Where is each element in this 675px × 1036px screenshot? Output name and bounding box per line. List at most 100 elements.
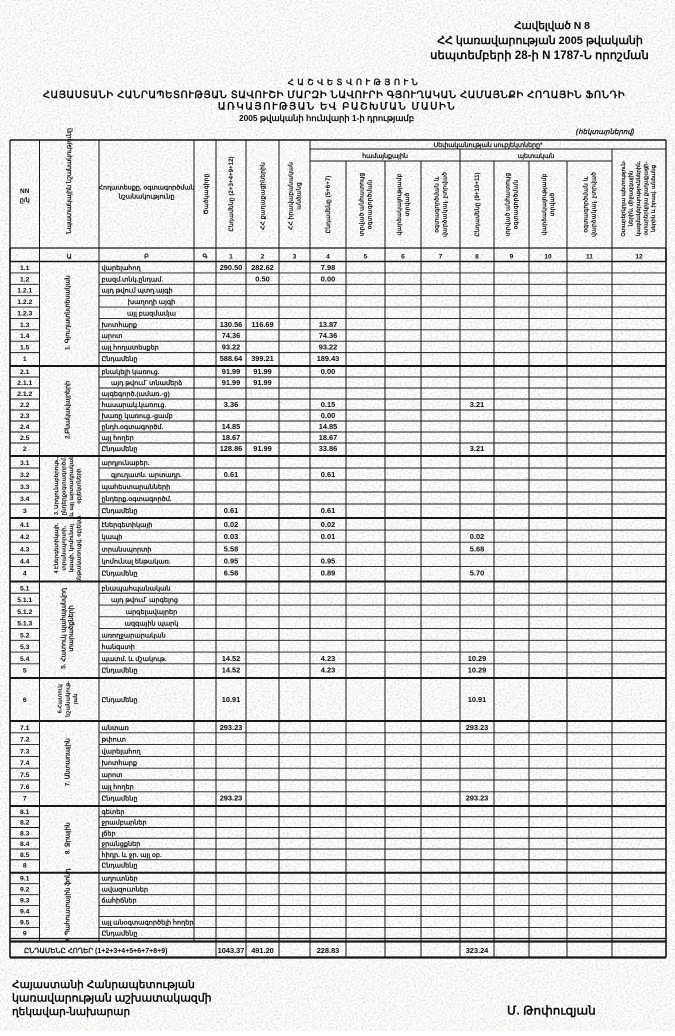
svg-text:10.29: 10.29 [468, 666, 487, 675]
svg-text:խաղողի այգի: խաղողի այգի [128, 298, 175, 306]
svg-text:5.1: 5.1 [20, 585, 30, 592]
svg-text:3. Արդյունաբերութ.,: 3. Արդյունաբերութ., [53, 457, 60, 516]
svg-text:0.89: 0.89 [321, 569, 335, 578]
svg-text:օգտագործման և: օգտագործման և [433, 175, 440, 232]
svg-text:2005 թվականի հունվարի 1-ի դրու: 2005 թվականի հունվարի 1-ի դրությամբ [239, 113, 414, 123]
svg-text:Ընդամենը: Ընդամենը [102, 862, 138, 870]
svg-text:Հավելված N 8: Հավելված N 8 [514, 21, 590, 32]
svg-text:օբյեկտների: օբյեկտների [76, 468, 83, 504]
svg-text:խոտհարք: խոտհարք [102, 758, 138, 767]
svg-text:կապի: կապի [102, 533, 123, 541]
svg-text:գյուղատն. արտադր.: գյուղատն. արտադր. [111, 471, 182, 479]
svg-text:արգելավայրեր: արգելավայրեր [126, 608, 178, 616]
svg-text:թփուտ: թփուտ [102, 736, 127, 744]
svg-text:290.50: 290.50 [220, 263, 243, 272]
svg-text:վարձակալ. չտրված: վարձակալ. չտրված [591, 172, 598, 237]
svg-text:հանգստի: հանգստի [102, 642, 135, 651]
svg-text:293.23: 293.23 [466, 723, 489, 732]
svg-text:պետական: պետական [518, 153, 555, 160]
svg-text:Բ: Բ [144, 252, 149, 260]
svg-text:0.00: 0.00 [321, 367, 335, 376]
svg-text:491.20: 491.20 [251, 946, 274, 955]
svg-text:կառավարության աշխատակազմի: կառավարության աշխատակազմի [12, 993, 212, 1005]
svg-text:Ընդամենը (9+10+11): Ընդամենը (9+10+11) [474, 172, 481, 236]
svg-text:3.21: 3.21 [470, 444, 484, 453]
svg-text:282.62: 282.62 [251, 263, 274, 272]
svg-text:Մ. Թոփուզյան: Մ. Թոփուզյան [507, 1004, 596, 1018]
svg-text:5.58: 5.58 [224, 544, 238, 553]
svg-text:այդ թվում` տնամերձ: այդ թվում` տնամերձ [111, 379, 182, 387]
svg-text:14.85: 14.85 [222, 422, 241, 431]
svg-text:3.3: 3.3 [20, 484, 30, 491]
svg-text:5.1.3: 5.1.3 [17, 621, 32, 628]
svg-text:Ընդամենը: Ընդամենը [102, 355, 138, 363]
svg-text:և այլ արտադրական: և այլ արտադրական [68, 455, 75, 517]
svg-text:0.03: 0.03 [224, 532, 238, 541]
svg-text:արոտ: արոտ [102, 772, 124, 779]
svg-text:այդ թվում` արգելոց: այդ թվում` արգելոց [111, 596, 178, 604]
svg-text:Սեփականության սուբյեկտները*: Սեփականության սուբյեկտները* [434, 142, 543, 149]
svg-text:14.52: 14.52 [222, 666, 241, 675]
svg-text:91.99: 91.99 [253, 367, 272, 376]
svg-text:7.6: 7.6 [20, 784, 30, 791]
svg-text:ջրանցքներ: ջրանցքներ [102, 840, 141, 848]
svg-text:399.21: 399.21 [251, 354, 274, 363]
svg-text:ջրամբարներ: ջրամբարներ [102, 819, 147, 827]
svg-text:116.69: 116.69 [251, 320, 273, 329]
svg-text:0.01: 0.01 [321, 532, 335, 541]
svg-text:անձանց: անձանց [296, 182, 303, 210]
svg-text:արդյունաբեր.: արդյունաբեր. [102, 459, 150, 467]
svg-text:Օտարերկրյա պետություն-: Օտարերկրյա պետություն- [620, 160, 627, 236]
svg-text:1.2.3: 1.2.3 [17, 310, 32, 317]
svg-text:91.99: 91.99 [253, 378, 272, 387]
svg-text:այլ անօգտագործելի հողեր: այլ անօգտագործելի հողեր [102, 918, 194, 927]
svg-text:1.3: 1.3 [20, 322, 30, 329]
svg-text:Հողատեսքը, օգտագործման: Հողատեսքը, օգտագործման [98, 185, 194, 192]
svg-text:14.52: 14.52 [222, 654, 241, 663]
svg-text:ԱՌԿԱՅՈՒԹՅԱՆ ԵՎ ԲԱՇԽՄԱՆ ՄԱՍԻՆ: ԱՌԿԱՅՈՒԹՅԱՆ ԵՎ ԲԱՇԽՄԱՆ ՄԱՍԻՆ [218, 102, 456, 113]
svg-text:պատմ. և մշակութ.: պատմ. և մշակութ. [102, 655, 167, 663]
svg-text:Ընդամենը: Ընդամենը [102, 795, 138, 803]
svg-text:ճահիճներ: ճահիճներ [102, 896, 137, 905]
svg-text:էներգետիկայի: էներգետիկայի [102, 521, 153, 529]
svg-text:առողջարարական: առողջարարական [102, 631, 166, 639]
svg-text:Գ: Գ [203, 252, 209, 260]
svg-text:խոտհարք: խոտհարք [102, 320, 138, 329]
svg-text:9. Պահուստային ֆոնդ: 9. Պահուստային ֆոնդ [63, 868, 71, 943]
svg-text:93.22: 93.22 [222, 343, 241, 352]
svg-text:0.50: 0.50 [255, 274, 269, 283]
svg-text:այգեգործ.(ամառ.-ց): այգեգործ.(ամառ.-ց) [102, 390, 170, 398]
svg-text:14.85: 14.85 [319, 422, 338, 431]
svg-text:1.2.2: 1.2.2 [17, 299, 32, 306]
svg-text:համայնքային: համայնքային [362, 152, 408, 160]
svg-text:հասարակ.կառուց.: հասարակ.կառուց. [102, 400, 167, 409]
svg-text:7. Անտառային: 7. Անտառային [64, 738, 71, 786]
svg-text:0.61: 0.61 [224, 470, 238, 479]
svg-text:5.1.2: 5.1.2 [17, 609, 32, 616]
svg-text:0.95: 0.95 [224, 556, 238, 565]
svg-text:տրված անհատույց: տրված անհատույց [357, 173, 365, 237]
svg-text:6.Հատուկ: 6.Հատուկ [57, 684, 64, 714]
svg-text:2.1.2: 2.1.2 [17, 391, 32, 398]
svg-text:293.23: 293.23 [220, 794, 243, 803]
svg-text:9: 9 [510, 253, 514, 260]
svg-text:Ընդամենը: Ընդամենը [102, 445, 138, 453]
svg-text:բնապահպանական: բնապահպանական [102, 583, 171, 592]
svg-text:վարձակալ. չտրված: վարձակալ. չտրված [442, 172, 449, 237]
svg-text:4.2: 4.2 [20, 534, 30, 541]
svg-text:Ընդամենը (5+6+7): Ընդամենը (5+6+7) [325, 176, 332, 234]
svg-text:յան: յան [72, 693, 79, 705]
svg-text:աղուտներ: աղուտներ [102, 875, 138, 883]
svg-text:11: 11 [586, 253, 593, 260]
svg-text:4: 4 [326, 253, 330, 260]
svg-text:ընդերքօգտագործմ.: ընդերքօգտագործմ. [60, 456, 67, 515]
svg-text:նշանակութ-: նշանակութ- [64, 680, 71, 717]
svg-text:3.21: 3.21 [470, 400, 484, 409]
svg-text:18.67: 18.67 [319, 433, 338, 442]
svg-text:5. Հատուկ պահպանվող: 5. Հատուկ պահպանվող [59, 587, 67, 669]
svg-text:8.1: 8.1 [20, 809, 30, 816]
svg-text:վարելահող: վարելահող [102, 263, 142, 272]
svg-text:ընդհ.օգտագործմ.: ընդհ.օգտագործմ. [102, 422, 164, 431]
svg-text:տրված: տրված [549, 192, 556, 216]
svg-text:7.1: 7.1 [20, 725, 30, 732]
